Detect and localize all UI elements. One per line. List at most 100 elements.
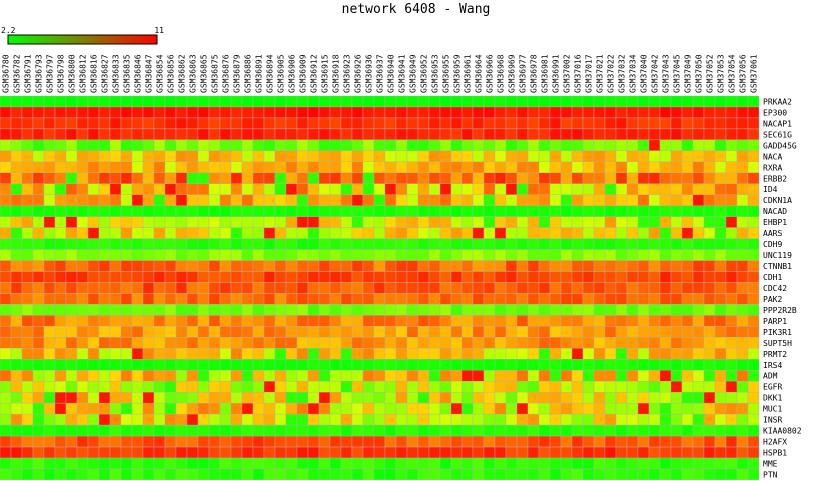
heatmap-cell xyxy=(164,457,177,470)
heatmap-cell xyxy=(692,326,705,338)
heatmap-cell xyxy=(274,260,287,272)
heatmap-cell xyxy=(230,238,243,250)
heatmap-cell xyxy=(219,117,232,130)
heatmap-cell xyxy=(186,468,199,481)
heatmap-cell xyxy=(197,468,210,481)
heatmap-cell xyxy=(648,370,661,382)
heatmap-cell xyxy=(329,359,342,371)
heatmap-cell xyxy=(604,337,617,349)
heatmap-cell xyxy=(593,424,606,437)
heatmap-cell xyxy=(747,227,760,239)
heatmap-cell xyxy=(329,117,342,130)
heatmap-cell xyxy=(87,348,100,360)
heatmap-cell xyxy=(417,370,430,382)
heatmap-cell xyxy=(274,249,287,261)
heatmap-cell xyxy=(494,227,507,239)
heatmap-cell xyxy=(714,172,727,184)
heatmap-cell xyxy=(736,183,749,195)
heatmap-cell xyxy=(208,435,221,448)
heatmap-cell xyxy=(406,326,419,338)
heatmap-cell xyxy=(615,150,628,163)
heatmap-cell xyxy=(626,315,639,327)
heatmap-cell xyxy=(505,381,518,393)
heatmap-cell xyxy=(120,424,133,437)
heatmap-cell xyxy=(76,293,89,305)
heatmap-cell xyxy=(703,435,716,448)
heatmap-cell xyxy=(186,457,199,470)
heatmap-cell xyxy=(241,95,254,108)
column-label: GSM36969 xyxy=(508,54,517,93)
heatmap-cell xyxy=(626,139,639,152)
heatmap-cell xyxy=(725,293,738,305)
heatmap-cell xyxy=(142,370,155,382)
heatmap-cell xyxy=(582,315,595,327)
heatmap-cell xyxy=(318,172,331,184)
heatmap-cell xyxy=(219,315,232,327)
heatmap-cell xyxy=(120,205,133,217)
heatmap-cell xyxy=(373,271,386,283)
heatmap-cell xyxy=(186,194,199,206)
heatmap-cell xyxy=(538,359,551,371)
heatmap-cell xyxy=(439,238,452,250)
heatmap-cell xyxy=(604,128,617,141)
heatmap-cell xyxy=(307,326,320,338)
heatmap-cell xyxy=(560,457,573,470)
heatmap-cell xyxy=(164,150,177,163)
column-label: GSM36915 xyxy=(321,54,330,93)
heatmap-cell xyxy=(692,337,705,349)
column-label: GSM36955 xyxy=(442,54,451,93)
heatmap-cell xyxy=(98,117,111,130)
heatmap-cell xyxy=(472,337,485,349)
heatmap-cell xyxy=(318,183,331,195)
heatmap-cell xyxy=(450,227,463,239)
row-label: CDH9 xyxy=(763,240,782,249)
heatmap-cell xyxy=(461,413,474,426)
heatmap-cell xyxy=(549,205,562,217)
heatmap-cell xyxy=(626,95,639,108)
column-label: GSM36846 xyxy=(134,54,143,93)
heatmap-cell xyxy=(252,117,265,130)
heatmap-cell xyxy=(362,172,375,184)
heatmap-cell xyxy=(428,468,441,481)
heatmap-cell xyxy=(714,381,727,393)
heatmap-cell xyxy=(516,249,529,261)
heatmap-cell xyxy=(65,216,78,228)
heatmap-cell xyxy=(527,128,540,141)
heatmap-cell xyxy=(0,315,12,327)
heatmap-cell xyxy=(54,139,67,152)
heatmap-cell xyxy=(604,413,617,426)
heatmap-cell xyxy=(406,457,419,470)
heatmap-cell xyxy=(263,337,276,349)
column-label: GSM37034 xyxy=(629,54,638,93)
heatmap-cell xyxy=(76,271,89,283)
heatmap-cell xyxy=(527,205,540,217)
heatmap-cell xyxy=(549,271,562,283)
heatmap-cell xyxy=(274,337,287,349)
heatmap-cell xyxy=(340,161,353,173)
heatmap-cell xyxy=(32,249,45,261)
heatmap-cell xyxy=(164,446,177,459)
heatmap-cell xyxy=(197,271,210,283)
heatmap-cell xyxy=(274,172,287,184)
heatmap-cell xyxy=(230,249,243,261)
heatmap-cell xyxy=(296,161,309,173)
heatmap-cell xyxy=(472,205,485,217)
heatmap-cell xyxy=(296,435,309,448)
heatmap-cell xyxy=(736,424,749,437)
heatmap-cell xyxy=(428,183,441,195)
heatmap-cell xyxy=(461,424,474,437)
heatmap-cell xyxy=(54,391,67,404)
heatmap-cell xyxy=(516,370,529,382)
heatmap-cell xyxy=(582,370,595,382)
heatmap-cell xyxy=(98,227,111,239)
heatmap-cell xyxy=(560,216,573,228)
heatmap-cell xyxy=(483,359,496,371)
heatmap-cell xyxy=(538,337,551,349)
heatmap-cell xyxy=(615,424,628,437)
heatmap-cell xyxy=(527,139,540,152)
heatmap-cell xyxy=(307,249,320,261)
heatmap-cell xyxy=(252,326,265,338)
heatmap-cell xyxy=(703,172,716,184)
heatmap-cell xyxy=(439,194,452,206)
heatmap-cell xyxy=(384,326,397,338)
